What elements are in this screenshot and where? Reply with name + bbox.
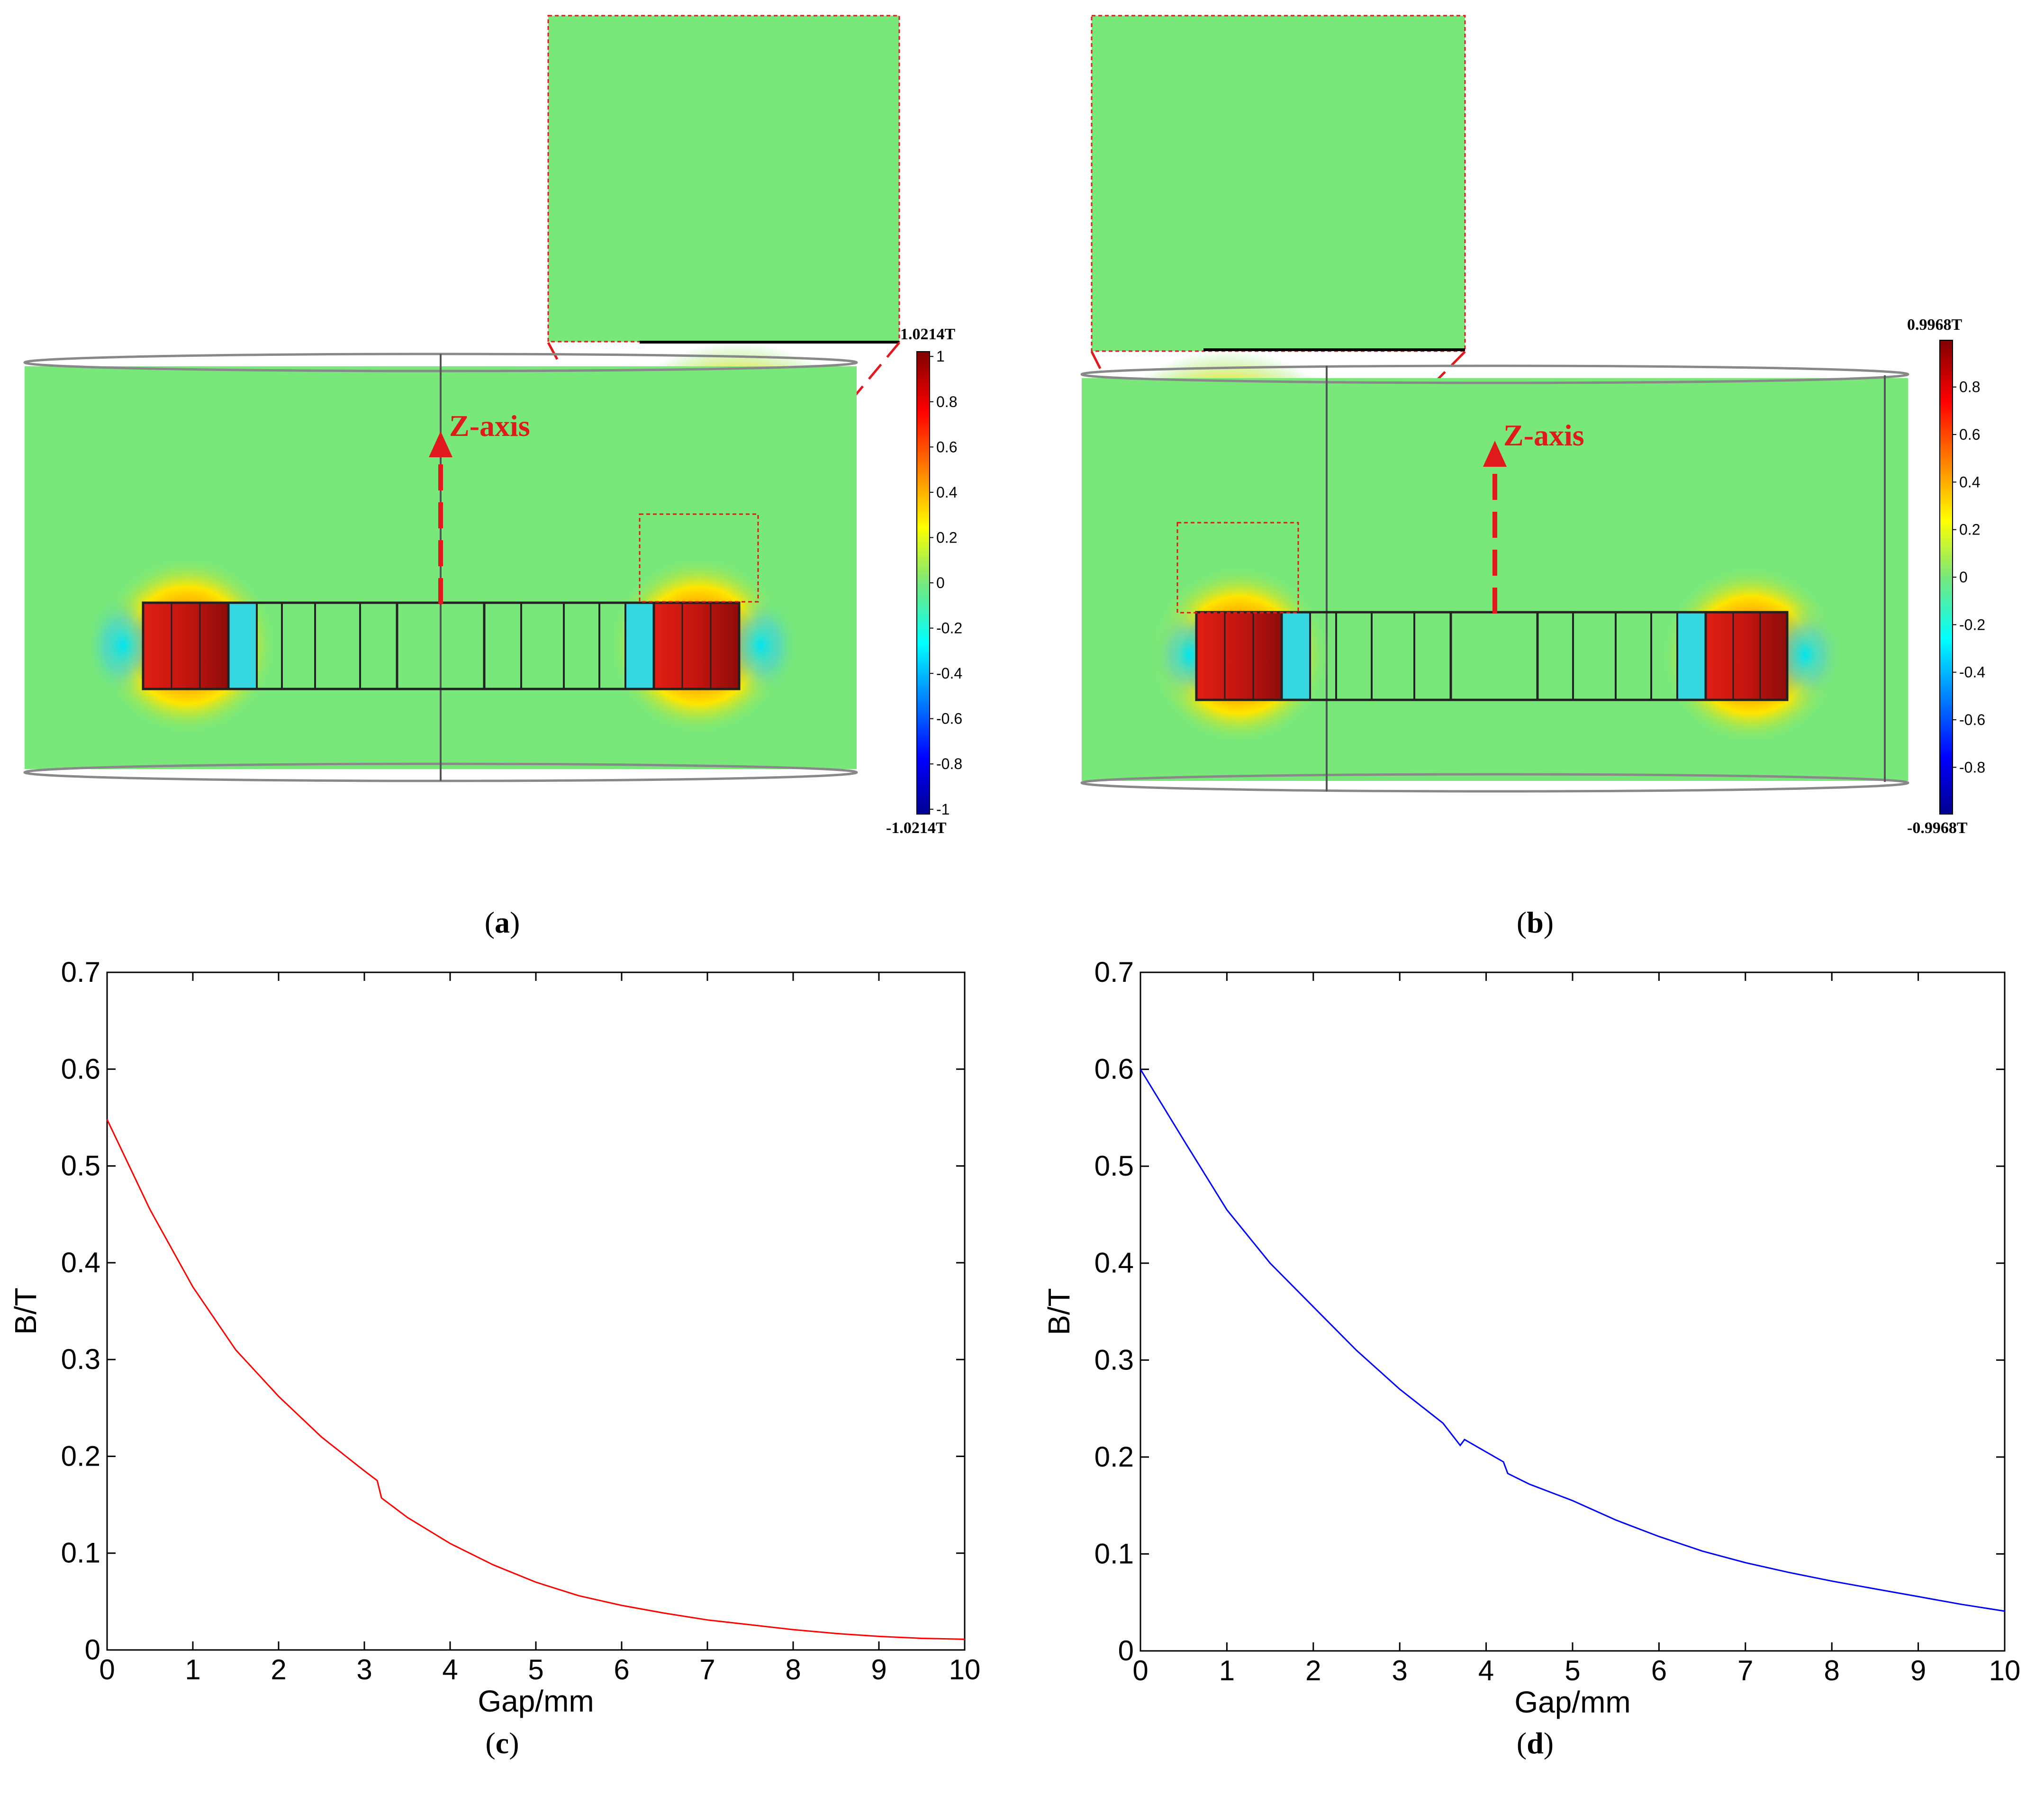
y-tick-label: 0.7: [1094, 956, 1134, 988]
x-tick-label: 0: [99, 1654, 115, 1685]
x-tick-label: 7: [1737, 1655, 1753, 1686]
x-tick-label: 8: [785, 1654, 801, 1685]
y-tick-label: 0: [1118, 1635, 1134, 1667]
x-tick-label: 10: [949, 1654, 981, 1685]
colorbar-tick-label: 0: [1959, 569, 1968, 586]
colorbar-tick-label: 0.8: [1959, 379, 1980, 396]
y-tick-label: 0.1: [1094, 1538, 1134, 1569]
panel-b: Z-axis 0.9968T -0.9968T 0.8 0.6 0.4 0.2 0 -0.…: [1080, 15, 1985, 939]
colorbar-tick-label: 0: [936, 574, 945, 591]
x-tick-label: 5: [528, 1654, 543, 1685]
x-tick-label: 4: [442, 1654, 458, 1685]
y-tick-label: 0.3: [61, 1343, 100, 1375]
y-tick-label: 0.7: [61, 956, 100, 988]
x-tick-label: 8: [1824, 1655, 1840, 1686]
colorbar-tick-label: 0.6: [936, 438, 957, 455]
colorbar-tick-label: -0.6: [1959, 711, 1985, 728]
y-tick-label: 0: [85, 1634, 100, 1666]
colorbar-b: 0.9968T -0.9968T 0.8 0.6 0.4 0.2 0 -0.2 -0.4 -0…: [1907, 316, 1985, 837]
y-tick-label: 0.4: [61, 1247, 100, 1278]
x-tick-label: 5: [1565, 1655, 1580, 1686]
x-tick-label: 1: [185, 1654, 200, 1685]
y-tick-label: 0.2: [61, 1440, 100, 1472]
x-tick-label: 2: [271, 1654, 286, 1685]
x-tick-label: 2: [1305, 1655, 1321, 1686]
colorbar-max-label-b: 0.9968T: [1907, 316, 1963, 334]
colorbar-tick-label: 1: [936, 348, 945, 365]
chart-d: 0 1 2 3 4 5 6 7 8 9 10 0 0.1 0.2 0.3 0.4 0.5 0.6 0.7 Gap/mm…: [1042, 956, 2020, 1719]
colorbar-min-label: -1.0214T: [886, 819, 947, 837]
y-tick-label: 0.3: [1094, 1344, 1134, 1376]
y-tick-label: 0.6: [1094, 1053, 1134, 1085]
colorbar-tick-label: 0.2: [1959, 521, 1980, 538]
colorbar-tick-label: -0.4: [936, 665, 962, 682]
caption-d: (d): [1517, 1726, 1554, 1760]
colorbar-tick-label: -0.8: [1959, 759, 1985, 776]
colorbar-tick-label: 0.6: [1959, 426, 1980, 443]
z-axis-label-b: Z-axis: [1503, 418, 1584, 452]
x-tick-label: 1: [1219, 1655, 1235, 1686]
x-tick-label: 7: [699, 1654, 715, 1685]
z-axis-label-a: Z-axis: [449, 409, 530, 443]
x-tick-label: 6: [614, 1654, 629, 1685]
y-tick-label: 0.1: [61, 1537, 100, 1569]
colorbar-max-label: 1.0214T: [900, 326, 956, 343]
colorbar-tick-label: -0.2: [936, 620, 962, 637]
colorbar-tick-label: 0.4: [936, 484, 957, 501]
caption-c: (c): [485, 1726, 519, 1760]
colorbar-tick-label: -0.4: [1959, 664, 1985, 681]
y-tick-label: 0.6: [61, 1053, 100, 1085]
series-line: [1140, 1069, 2005, 1612]
colorbar-a: 1.0214T -1.0214T 1 0.8 0.6 0.4 0.2 0 -0.2 -0.4 -…: [886, 326, 962, 837]
series-line: [106, 1119, 965, 1640]
x-tick-label: 4: [1478, 1655, 1494, 1686]
cylinder-b: [1080, 364, 1909, 793]
y-axis-label: B/T: [1042, 1288, 1076, 1335]
x-tick-label: 3: [356, 1654, 372, 1685]
plot-frame: [106, 971, 966, 1651]
x-tick-label: 9: [871, 1654, 886, 1685]
y-tick-label: 0.5: [61, 1150, 100, 1182]
panel-a: Z-axis 1.0214T -1.0214T 1 0.8 0.6 0.4 0.2 0 -0…: [23, 15, 962, 939]
x-tick-label: 0: [1132, 1655, 1148, 1686]
colorbar-tick-label: 0.8: [936, 393, 957, 410]
colorbar-min-label-b: -0.9968T: [1907, 819, 1968, 837]
x-axis-label: Gap/mm: [478, 1684, 594, 1718]
cylinder-a: [23, 353, 858, 782]
z-axis-arrow-a: Z-axis: [429, 409, 530, 604]
colorbar-tick-label: 0.2: [936, 529, 957, 546]
z-axis-arrow-b: Z-axis: [1483, 418, 1584, 614]
colorbar-tick-label: 0.4: [1959, 473, 1980, 490]
x-tick-label: 6: [1651, 1655, 1667, 1686]
y-tick-label: 0.2: [1094, 1441, 1134, 1473]
caption-b: (b): [1517, 906, 1554, 939]
chart-c: 0 1 2 3 4 5 6 7 8 9 10 0 0.1 0.2 0.3 0.4 0.5 0.6 0.7 Gap/mm…: [9, 956, 980, 1718]
colorbar-tick-label: -0.6: [936, 710, 962, 727]
x-tick-label: 3: [1392, 1655, 1408, 1686]
colorbar-tick-label: -0.2: [1959, 616, 1985, 633]
x-axis-label: Gap/mm: [1514, 1685, 1630, 1719]
plot-frame: [1140, 971, 2006, 1652]
y-tick-label: 0.4: [1094, 1247, 1134, 1279]
colorbar-tick-label: -0.8: [936, 755, 962, 772]
x-tick-label: 9: [1910, 1655, 1926, 1686]
x-tick-label: 10: [1989, 1655, 2021, 1686]
colorbar-tick-label: -1: [936, 801, 950, 818]
y-axis-label: B/T: [9, 1287, 43, 1335]
y-tick-label: 0.5: [1094, 1150, 1134, 1182]
caption-a: (a): [485, 906, 520, 939]
